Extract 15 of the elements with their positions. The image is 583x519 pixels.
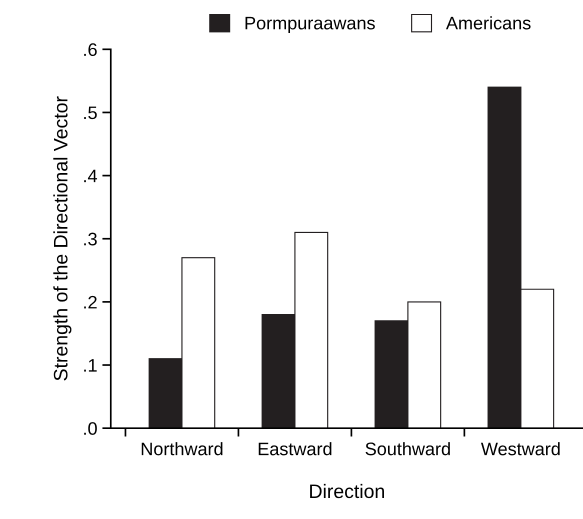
y-tick-label: .4 xyxy=(84,170,98,182)
y-tick-label: .2 xyxy=(84,296,97,308)
x-tick-label: Northward xyxy=(142,442,222,456)
y-tick-label: .0 xyxy=(84,422,97,435)
y-tick-label: .6 xyxy=(84,43,97,56)
x-tick-label: Eastward xyxy=(258,442,332,456)
x-axis-title: Direction xyxy=(310,484,384,498)
x-tick-label: Westward xyxy=(480,442,560,456)
y-tick-label: .3 xyxy=(84,232,97,246)
x-tick-label: Southward xyxy=(366,442,450,456)
y-axis-title: Strength of the Directional Vector xyxy=(53,96,72,381)
y-tick-label: .5 xyxy=(84,106,97,120)
legend-label: Pormpuraawans xyxy=(246,16,375,34)
y-tick-label: .1 xyxy=(84,359,97,372)
legend-label: Americans xyxy=(446,16,531,30)
